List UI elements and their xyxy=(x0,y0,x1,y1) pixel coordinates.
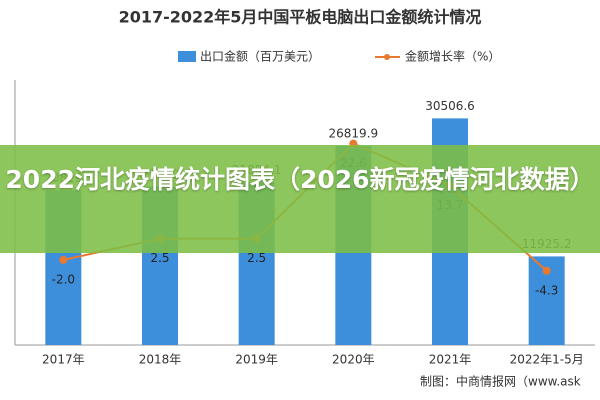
x-tick-label: 2017年 xyxy=(42,353,85,367)
line-label: -2.0 xyxy=(52,272,75,286)
legend-swatch xyxy=(384,54,390,60)
line-label: -4.3 xyxy=(535,283,558,297)
x-tick-label: 2020年 xyxy=(332,353,375,367)
x-tick-label: 2018年 xyxy=(139,353,182,367)
line-marker xyxy=(59,255,68,264)
line-label: 2.5 xyxy=(150,251,169,265)
chart-title: 2017-2022年5月中国平板电脑出口金额统计情况 xyxy=(119,8,482,27)
line-marker xyxy=(542,266,551,275)
x-tick-label: 2019年 xyxy=(235,353,278,367)
banner: 2022河北疫情统计图表（2026新冠疫情河北数据） xyxy=(0,145,600,253)
legend-label: 金额增长率（%） xyxy=(405,49,500,64)
x-tick-label: 2021年 xyxy=(429,353,472,367)
line-label: 2.5 xyxy=(247,251,266,265)
x-tick-label: 2022年1-5月 xyxy=(510,353,584,367)
bar-label: 30506.6 xyxy=(425,99,475,113)
bar-label: 26819.9 xyxy=(329,126,379,140)
legend-swatch xyxy=(178,51,196,62)
source: 制图：中商情报网（www.ask xyxy=(420,374,581,389)
legend-label: 出口金额（百万美元） xyxy=(200,49,320,64)
